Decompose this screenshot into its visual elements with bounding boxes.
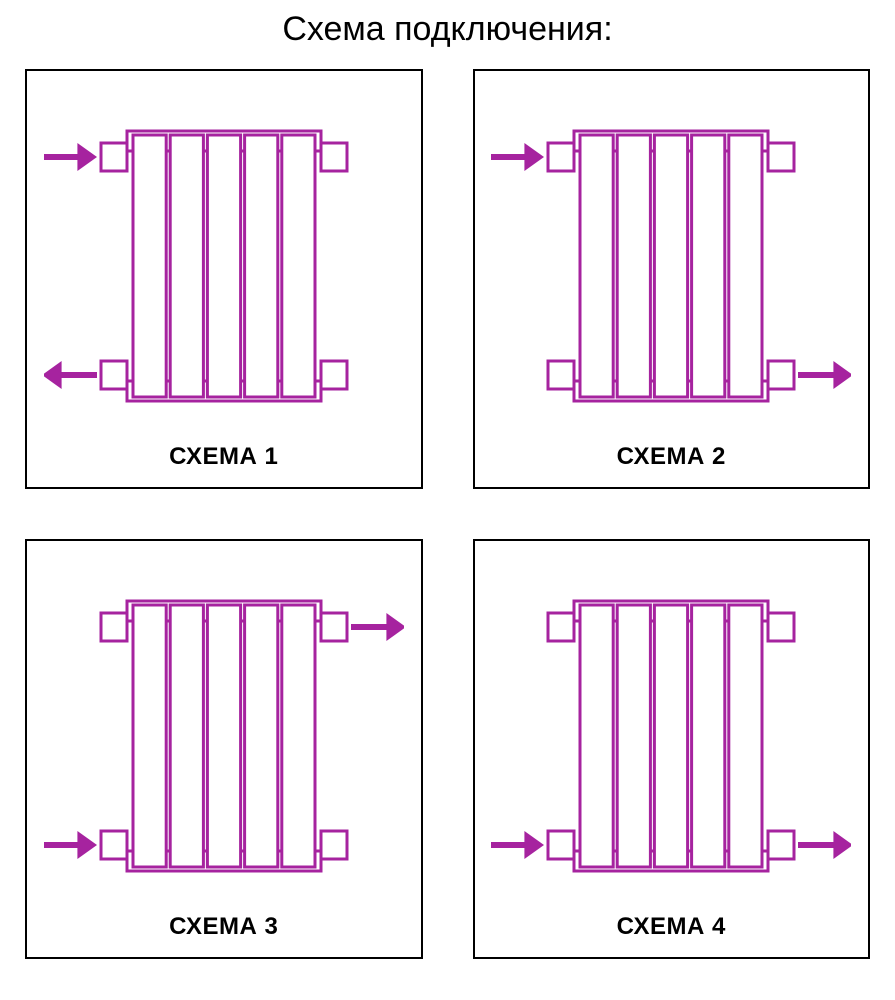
scheme-2-caption: СХЕМА 2: [475, 443, 869, 471]
scheme-3-svg: [44, 571, 404, 901]
scheme-2-svg: [491, 101, 851, 431]
scheme-4-caption: СХЕМА 4: [475, 913, 869, 941]
panel-scheme-4: СХЕМА 4: [473, 539, 871, 959]
scheme-1-svg: [44, 101, 404, 431]
panel-scheme-2: СХЕМА 2: [473, 69, 871, 489]
diagram-grid: СХЕМА 1 СХЕМА 2 СХЕМА 3 СХЕМА 4: [0, 69, 895, 984]
panel-scheme-1: СХЕМА 1: [25, 69, 423, 489]
scheme-4-svg: [491, 571, 851, 901]
panel-scheme-3: СХЕМА 3: [25, 539, 423, 959]
scheme-3-caption: СХЕМА 3: [27, 913, 421, 941]
scheme-1-caption: СХЕМА 1: [27, 443, 421, 471]
page-title: Схема подключения:: [0, 10, 895, 49]
